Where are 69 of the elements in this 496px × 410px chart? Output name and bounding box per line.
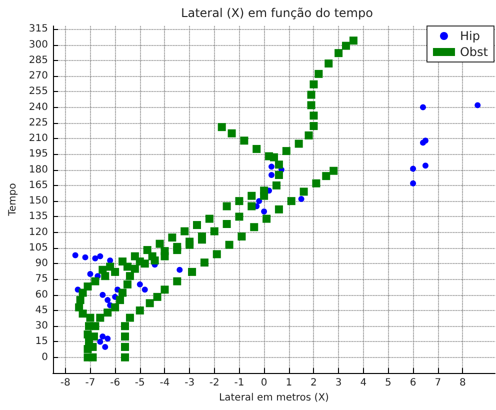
- point: [422, 138, 428, 144]
- x-tick-label: 8: [460, 378, 466, 388]
- y-tick-label: 45: [35, 304, 48, 316]
- y-tick-label: 135: [28, 211, 48, 222]
- x-tick-label: 1: [286, 378, 292, 388]
- y-tick-label: 210: [28, 133, 48, 144]
- y-tick-label: 105: [28, 242, 48, 254]
- point: [92, 255, 98, 262]
- point: [97, 338, 104, 345]
- y-tick-label: 75: [35, 274, 48, 285]
- y-tick-label: 90: [35, 258, 48, 270]
- point: [136, 281, 143, 288]
- y-tick-label: 315: [28, 24, 48, 35]
- x-tick-label: -7: [85, 378, 96, 388]
- point: [268, 172, 275, 178]
- x-tick-label: 5: [385, 378, 392, 388]
- y-tick-label: 165: [28, 180, 48, 191]
- y-tick-label: 15: [35, 336, 48, 348]
- point: [87, 271, 94, 278]
- point: [420, 104, 426, 110]
- point: [176, 266, 183, 273]
- point: [82, 254, 88, 260]
- point: [474, 102, 481, 108]
- y-tick-label: 285: [28, 54, 48, 66]
- point: [298, 196, 304, 202]
- y-tick-label: 180: [28, 164, 48, 176]
- chart-title: Lateral (X) em função do tempo: [181, 6, 373, 20]
- x-tick-label: 2: [310, 378, 317, 388]
- x-tick-label: -6: [110, 378, 120, 388]
- x-tick-label: 3: [335, 378, 342, 388]
- legend-label: Hip: [460, 29, 480, 43]
- x-tick-label: -5: [134, 378, 145, 388]
- point: [410, 180, 416, 186]
- y-axis-title: Tempo: [8, 183, 18, 217]
- legend-label: Obst: [460, 45, 488, 59]
- y-tick-label: 195: [28, 148, 48, 160]
- x-axis-title: Lateral em metros (X): [219, 392, 330, 404]
- y-tick-label: 255: [28, 86, 48, 98]
- y-tick-label: 225: [28, 117, 48, 128]
- point: [100, 292, 106, 298]
- x-tick-label: 0: [260, 378, 268, 388]
- y-tick-label: 0: [42, 352, 48, 363]
- point: [72, 252, 78, 258]
- point: [100, 334, 106, 340]
- point: [256, 198, 262, 204]
- x-tick-label: -8: [60, 378, 70, 388]
- point: [422, 162, 428, 169]
- y-tick-label: 150: [28, 196, 48, 207]
- x-tick-label: 6: [410, 378, 416, 388]
- x-tick-label: -1: [234, 378, 244, 388]
- point: [268, 164, 275, 170]
- x-tick-label: 4: [360, 378, 367, 388]
- y-tick-label: 240: [28, 102, 48, 113]
- point: [410, 166, 416, 172]
- y-tick-label: 270: [28, 70, 48, 82]
- y-tick-label: 60: [35, 289, 48, 300]
- point: [102, 344, 108, 350]
- x-tick-label: 7: [434, 378, 442, 388]
- x-tick-label: -4: [160, 378, 170, 388]
- point: [97, 253, 104, 260]
- point: [104, 336, 111, 342]
- x-tick-label: -2: [209, 378, 220, 388]
- x-tick-label: -3: [184, 378, 195, 388]
- point: [142, 286, 148, 293]
- point: [104, 297, 111, 304]
- y-tick-label: 120: [28, 226, 48, 238]
- y-tick-label: 30: [35, 320, 48, 332]
- point: [261, 208, 268, 214]
- y-tick-label: 300: [28, 39, 48, 50]
